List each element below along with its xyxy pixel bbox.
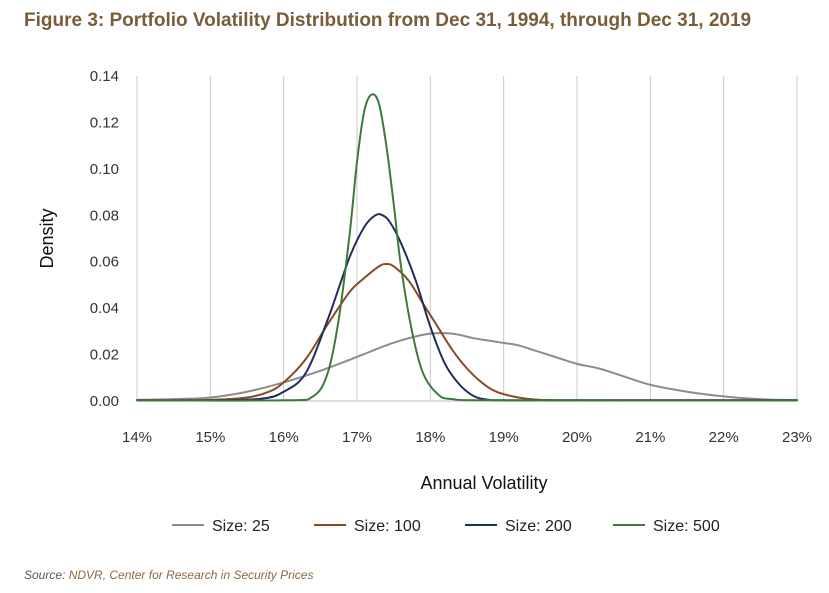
grid-lines	[136, 76, 798, 401]
x-tick-label: 19%	[489, 429, 519, 446]
x-tick-label: 16%	[269, 429, 299, 446]
source-note: Source: NDVR, Center for Research in Sec…	[24, 568, 313, 582]
legend-label: Size: 200	[505, 518, 572, 535]
x-tick-label: 23%	[782, 429, 812, 446]
y-tick-labels: 0.00 0.02 0.04 0.06 0.08 0.10 0.12 0.14	[90, 68, 119, 410]
legend-label: Size: 500	[653, 518, 720, 535]
x-axis-label: Annual Volatility	[420, 473, 547, 493]
y-tick-label: 0.12	[90, 114, 119, 131]
y-tick-label: 0.14	[90, 68, 119, 85]
x-tick-labels: 14% 15% 16% 17% 18% 19% 20% 21% 22% 23%	[122, 429, 812, 446]
x-tick-label: 21%	[635, 429, 665, 446]
y-tick-label: 0.00	[90, 393, 119, 410]
x-tick-label: 20%	[562, 429, 592, 446]
source-rest: Center for Research in Security Prices	[109, 568, 314, 582]
x-tick-label: 17%	[342, 429, 372, 446]
y-tick-label: 0.06	[90, 254, 119, 271]
series-line-25	[136, 332, 798, 402]
series-line-200	[136, 213, 798, 402]
source-prefix: Source:	[24, 568, 69, 582]
x-tick-label: 18%	[415, 429, 445, 446]
series-line-100	[136, 263, 798, 402]
chart-title: Figure 3: Portfolio Volatility Distribut…	[24, 10, 752, 31]
y-tick-label: 0.08	[90, 207, 119, 224]
series-line-500	[136, 93, 798, 402]
x-tick-label: 14%	[122, 429, 152, 446]
legend-label: Size: 25	[212, 518, 270, 535]
legend: Size: 25 Size: 100 Size: 200 Size: 500	[172, 518, 720, 535]
y-tick-label: 0.02	[90, 347, 119, 364]
y-tick-label: 0.10	[90, 161, 119, 178]
x-tick-label: 15%	[195, 429, 225, 446]
y-tick-label: 0.04	[90, 300, 119, 317]
y-axis-label: Density	[37, 208, 57, 268]
series-lines	[136, 93, 798, 402]
source-org: NDVR	[68, 568, 103, 582]
x-tick-label: 22%	[709, 429, 739, 446]
legend-label: Size: 100	[354, 518, 421, 535]
source-sep: ,	[102, 568, 110, 582]
